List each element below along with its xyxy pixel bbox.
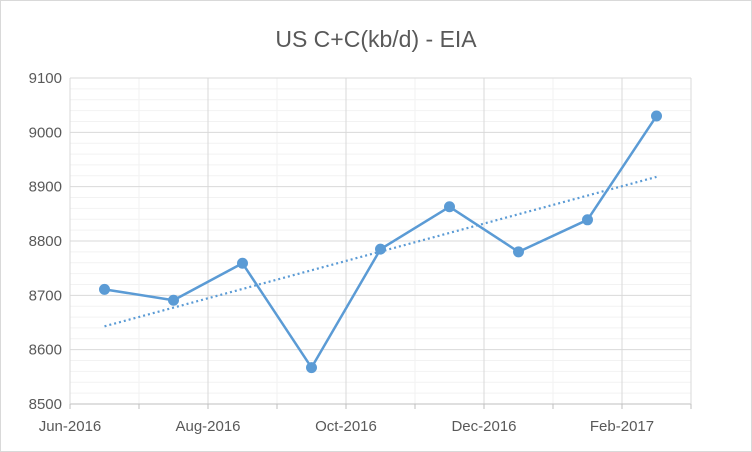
x-tick-label: Feb-2017: [590, 418, 654, 435]
chart-title: US C+C(kb/d) - EIA: [275, 26, 477, 52]
y-tick-label: 9100: [29, 70, 62, 87]
data-point: [237, 257, 248, 269]
x-tick-label: Oct-2016: [315, 418, 377, 435]
x-axis-tick-labels: Jun-2016 Aug-2016 Oct-2016 Dec-2016 Feb-2017: [39, 418, 654, 435]
data-point: [444, 201, 455, 213]
x-tick-label: Aug-2016: [175, 418, 240, 435]
data-point: [306, 362, 317, 374]
x-tick-label: Dec-2016: [451, 418, 516, 435]
data-point: [513, 246, 524, 258]
data-point: [582, 214, 593, 226]
y-tick-label: 8900: [29, 179, 62, 196]
y-tick-label: 8600: [29, 342, 62, 359]
axis-lines: [69, 78, 692, 409]
major-gridlines: [70, 77, 691, 404]
y-tick-label: 9000: [29, 124, 62, 141]
data-point: [651, 110, 662, 122]
data-point: [168, 294, 179, 306]
y-tick-label: 8700: [29, 287, 62, 304]
y-axis-tick-labels: 8500 8600 8700 8800 8900 9000 9100: [29, 70, 62, 413]
y-tick-label: 8800: [29, 233, 62, 250]
y-tick-label: 8500: [29, 396, 62, 413]
data-point: [375, 243, 386, 255]
data-point: [99, 283, 110, 295]
x-tick-label: Jun-2016: [39, 418, 102, 435]
series-points: [99, 110, 662, 374]
